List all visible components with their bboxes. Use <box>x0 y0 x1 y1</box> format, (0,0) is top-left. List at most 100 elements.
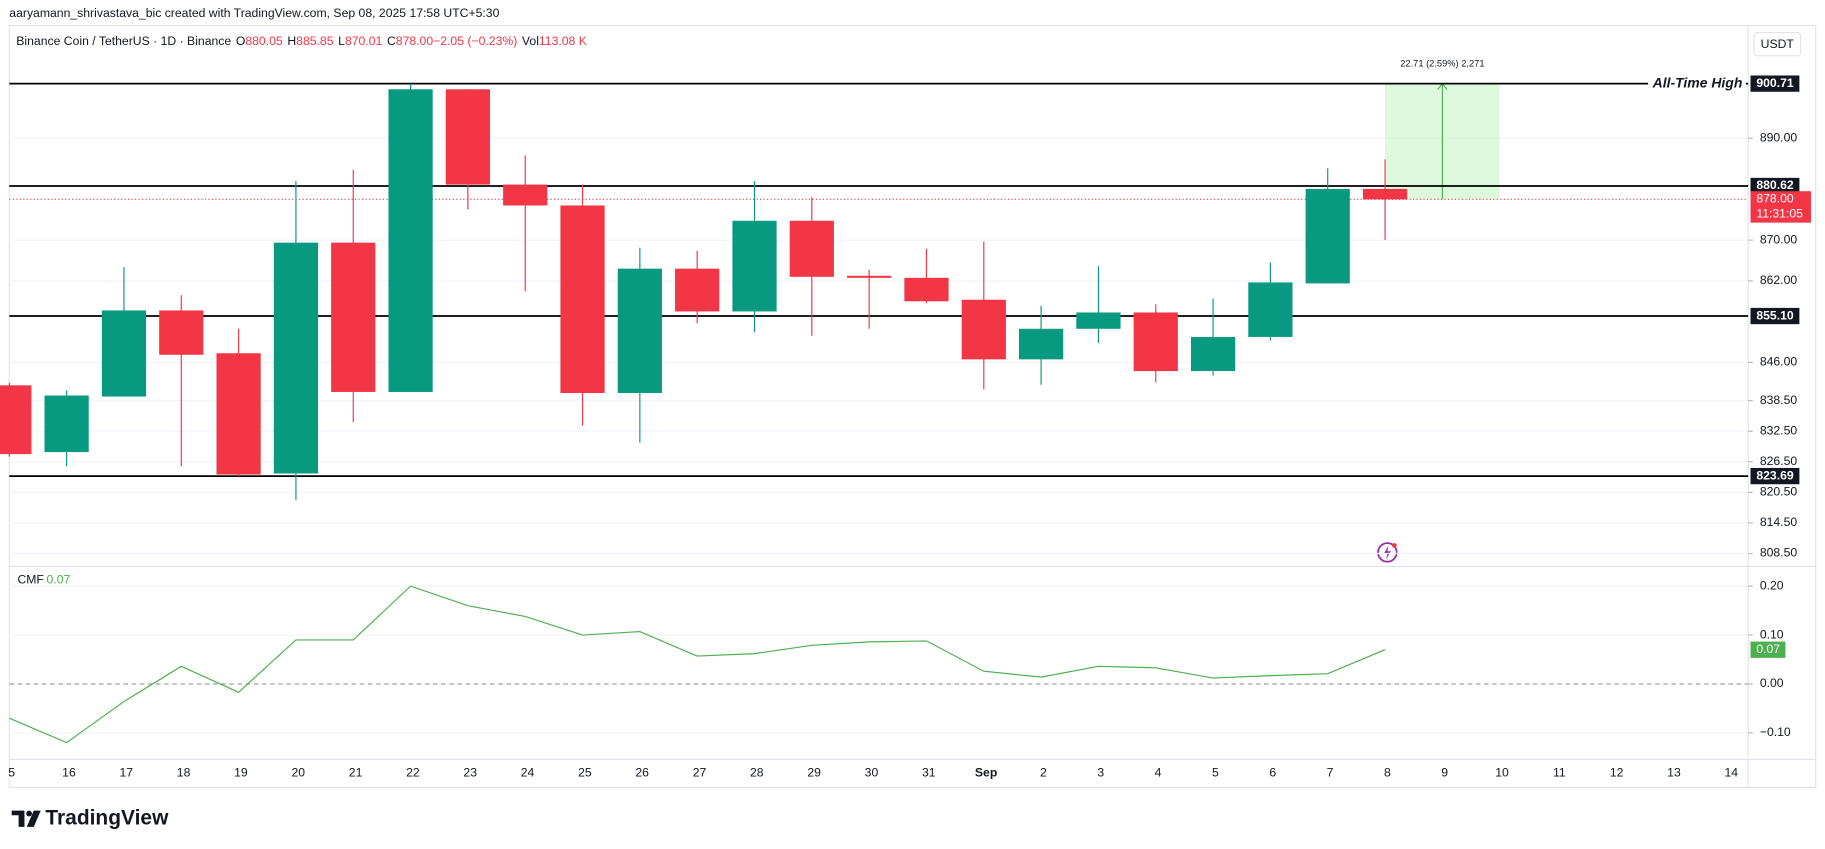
legend-open: 880.05 <box>245 34 283 48</box>
candle-body <box>1190 336 1236 372</box>
y-tick-label: 862.00 <box>1760 273 1798 287</box>
x-tick-label: 11 <box>1553 766 1566 780</box>
level-tag <box>1750 467 1800 485</box>
candle-body <box>1133 312 1178 372</box>
logo-dot <box>26 810 33 817</box>
y-tick-label: 0.20 <box>1760 578 1784 592</box>
x-tick-label: 17 <box>119 766 133 780</box>
brand-name: TradingView <box>45 806 169 829</box>
candle-body <box>44 395 89 453</box>
candle-body <box>961 299 1006 360</box>
x-tick-label: 3 <box>1097 766 1104 780</box>
x-tick-label: 23 <box>463 766 477 780</box>
candle-body <box>159 310 204 355</box>
y-tick-label: −0.10 <box>1760 725 1791 739</box>
x-tick-label: 10 <box>1495 766 1509 780</box>
x-tick-label: 5 <box>8 766 15 780</box>
candle-body <box>560 205 605 393</box>
x-tick-label: 6 <box>1269 766 1276 780</box>
legend-c-label: C <box>387 34 396 48</box>
level-tag <box>1750 307 1800 325</box>
y-tick-label: 826.50 <box>1760 454 1798 468</box>
x-tick-label: Sep <box>975 766 997 780</box>
alert-dot[interactable] <box>1392 543 1397 548</box>
indicator-tag <box>1750 641 1786 658</box>
level-label: 855.10 <box>1756 308 1794 322</box>
y-tick-label: 820.50 <box>1760 485 1798 499</box>
x-tick-label: 13 <box>1667 766 1681 780</box>
x-tick-label: 9 <box>1441 766 1448 780</box>
candle-body <box>904 277 949 302</box>
y-tick-label: 832.50 <box>1760 423 1798 437</box>
legend-volume: 113.08 K <box>539 34 587 48</box>
candle-body <box>101 310 147 397</box>
alert-icon[interactable] <box>1377 542 1398 563</box>
last-price-label: 878.00 <box>1756 192 1794 206</box>
x-tick-label: 18 <box>177 766 191 780</box>
legend-h-label: H <box>287 34 296 48</box>
x-tick-label: 8 <box>1384 766 1391 780</box>
measure-label: 22.71 (2.59%) 2,271 <box>1400 58 1484 68</box>
candle-body <box>1076 312 1121 329</box>
currency[interactable]: USDT <box>1761 37 1795 51</box>
level-annotation: All-Time High <box>1652 74 1743 90</box>
countdown: 11:31:05 <box>1756 207 1803 221</box>
last-price-tag <box>1750 191 1812 223</box>
candle-body <box>273 242 319 474</box>
indicator-line <box>9 585 1386 744</box>
level-label: 900.71 <box>1756 76 1794 90</box>
x-tick-label: 12 <box>1610 766 1624 780</box>
x-tick-label: 20 <box>291 766 305 780</box>
candle-body <box>675 268 720 312</box>
candle-body <box>1018 328 1064 360</box>
legend-low: 870.01 <box>345 34 383 48</box>
y-tick-label: 838.50 <box>1760 393 1798 407</box>
x-tick-label: 2 <box>1040 766 1047 780</box>
level-label: 880.62 <box>1756 178 1794 192</box>
alert-circle[interactable] <box>1377 542 1398 563</box>
logo-shape <box>11 810 25 827</box>
y-tick-label: 0.00 <box>1760 676 1784 690</box>
level-tag <box>1750 75 1800 92</box>
annotation-bg <box>1648 74 1746 92</box>
y-tick-label: 814.50 <box>1760 515 1798 529</box>
indicator-value: 0.07 <box>47 573 71 587</box>
legend-change: −2.05 (−0.23%) <box>433 34 517 48</box>
y-tick-label: 890.00 <box>1760 130 1798 144</box>
level-tag <box>1750 177 1800 195</box>
legend-high: 885.85 <box>296 34 334 48</box>
x-tick-label: 4 <box>1155 766 1162 780</box>
x-tick-label: 7 <box>1327 766 1334 780</box>
x-tick-label: 21 <box>349 766 363 780</box>
y-tick-label: 808.50 <box>1760 546 1798 560</box>
x-tick-label: 26 <box>635 766 649 780</box>
candle-body <box>388 89 433 392</box>
alert-bolt[interactable] <box>1383 545 1391 560</box>
currency-button[interactable] <box>1753 31 1802 57</box>
candle-body <box>1305 188 1350 284</box>
x-tick-label: 5 <box>1212 766 1219 780</box>
candle-body <box>1362 188 1408 200</box>
x-tick-label: 19 <box>234 766 248 780</box>
x-tick-label: 29 <box>807 766 821 780</box>
indicator-name: CMF <box>17 573 43 587</box>
x-tick-label: 14 <box>1725 766 1739 780</box>
brand-logo: TradingView <box>11 806 169 829</box>
y-tick-label: 0.10 <box>1760 627 1784 641</box>
legend-close: 878.00 <box>396 34 434 48</box>
candle-body <box>503 184 548 206</box>
logo-shape <box>26 810 41 827</box>
x-tick-label: 27 <box>693 766 707 780</box>
level-label: 823.69 <box>1756 468 1794 482</box>
candle-body <box>445 89 491 185</box>
legend-l-label: L <box>338 34 345 48</box>
legend-o-label: O <box>236 34 246 48</box>
candle-body <box>0 385 32 455</box>
y-tick-label: 870.00 <box>1760 232 1798 246</box>
x-tick-label: 25 <box>578 766 592 780</box>
x-tick-label: 30 <box>865 766 879 780</box>
watermark: aaryamann_shrivastava_bic created with T… <box>9 6 499 20</box>
